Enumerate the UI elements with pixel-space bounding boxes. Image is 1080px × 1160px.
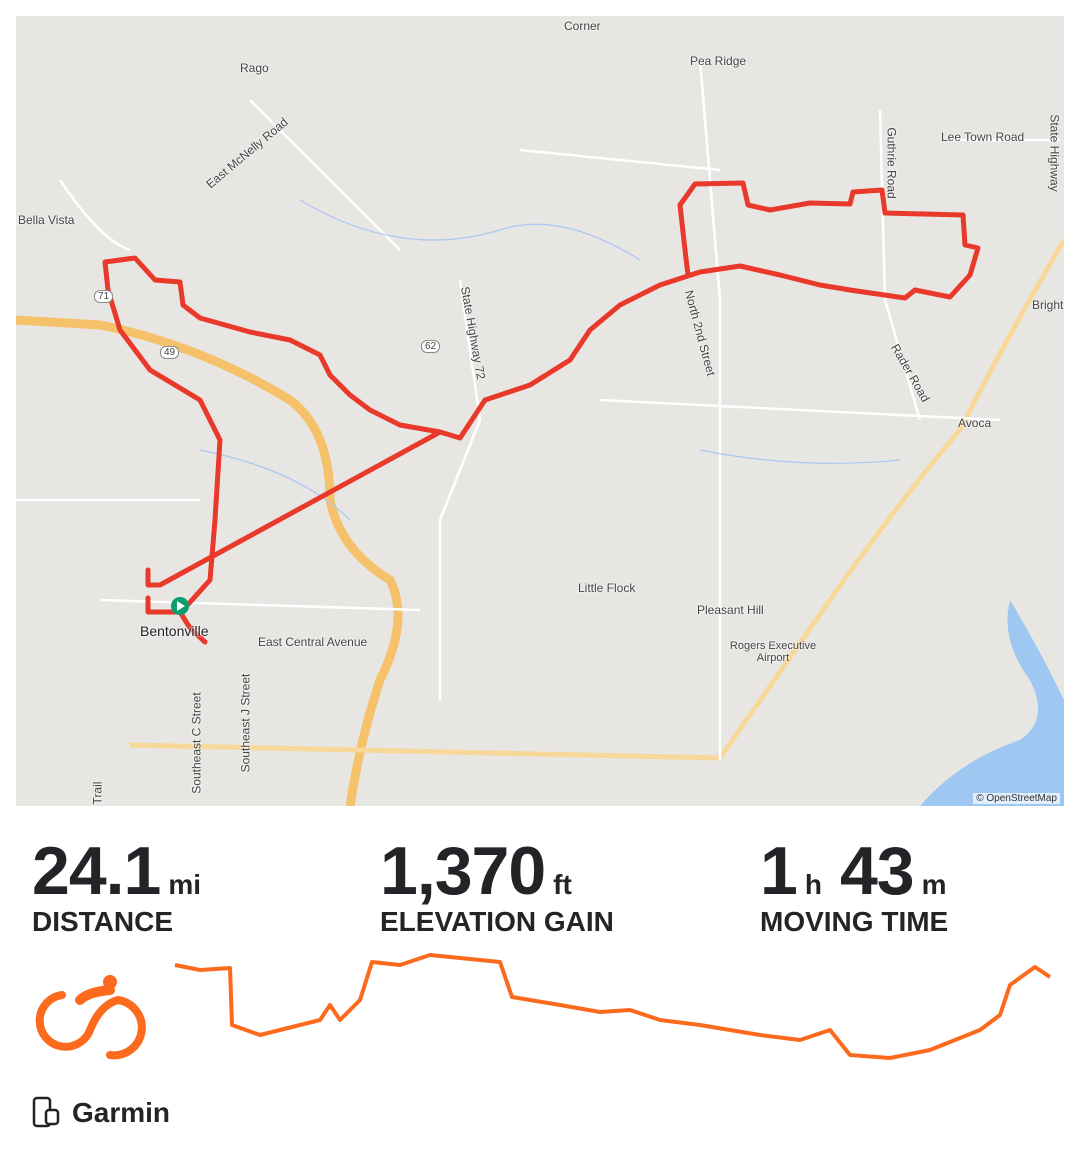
map-label: East Central Avenue xyxy=(258,635,368,649)
streams xyxy=(199,199,901,521)
map-label: Corner xyxy=(564,19,601,33)
highway-49 xyxy=(16,315,403,806)
map-label: Avoca xyxy=(958,416,992,430)
stat-unit: mi xyxy=(168,869,202,900)
stat-value: 24.1 xyxy=(32,833,161,909)
cycling-icon xyxy=(35,975,146,1060)
road-grid xyxy=(16,59,1060,760)
start-marker[interactable] xyxy=(171,597,189,615)
stat-elevation: 1,370 ft ELEVATION GAIN xyxy=(380,832,614,938)
map-label: Trail xyxy=(90,781,105,805)
stat-unit: h xyxy=(804,869,822,900)
map-label: Southeast J Street xyxy=(238,673,253,773)
stat-distance: 24.1 mi DISTANCE xyxy=(32,832,201,938)
route-shield: 71 xyxy=(94,290,114,303)
map-label: Bright xyxy=(1032,298,1064,312)
stat-value: 1,370 xyxy=(380,833,546,909)
route-map[interactable]: Rago Corner Pea Ridge Lee Town Road Guth… xyxy=(16,16,1064,806)
map-label: Lee Town Road xyxy=(941,130,1025,144)
map-label: Pleasant Hill xyxy=(697,603,764,617)
stat-label: DISTANCE xyxy=(32,906,174,937)
highway-62 xyxy=(129,238,1064,761)
stat-label: ELEVATION GAIN xyxy=(380,906,614,937)
map-label: Southeast C Street xyxy=(189,692,204,794)
device-name: Garmin xyxy=(72,1097,171,1128)
map-label: Pea Ridge xyxy=(690,54,747,68)
stat-hours: 1 xyxy=(760,833,798,909)
elevation-profile xyxy=(35,953,1052,1060)
stat-unit: ft xyxy=(553,869,572,900)
phone-watch-icon xyxy=(32,1096,60,1128)
map-label: Little Flock xyxy=(578,581,636,595)
map-label: Bentonville xyxy=(140,623,209,639)
elevation-line xyxy=(174,953,1052,1060)
map-label: Bella Vista xyxy=(18,213,75,227)
map-graphics xyxy=(16,59,1064,806)
stat-unit: m xyxy=(921,869,947,900)
stat-moving-time: 1 h 43 m MOVING TIME xyxy=(760,832,948,938)
map-attribution[interactable]: © OpenStreetMap xyxy=(973,793,1060,804)
device-info: Garmin xyxy=(32,1096,170,1130)
route-shield: 62 xyxy=(421,340,441,353)
map-label: Rago xyxy=(240,61,269,75)
map-label: Rogers Executive Airport xyxy=(729,640,817,664)
stat-minutes: 43 xyxy=(839,833,915,909)
water-lake xyxy=(920,600,1064,806)
stat-label: MOVING TIME xyxy=(760,906,949,937)
route-shield: 49 xyxy=(160,346,180,359)
map-label: Guthrie Road xyxy=(884,127,899,199)
map-label: State Highway xyxy=(1047,114,1062,192)
